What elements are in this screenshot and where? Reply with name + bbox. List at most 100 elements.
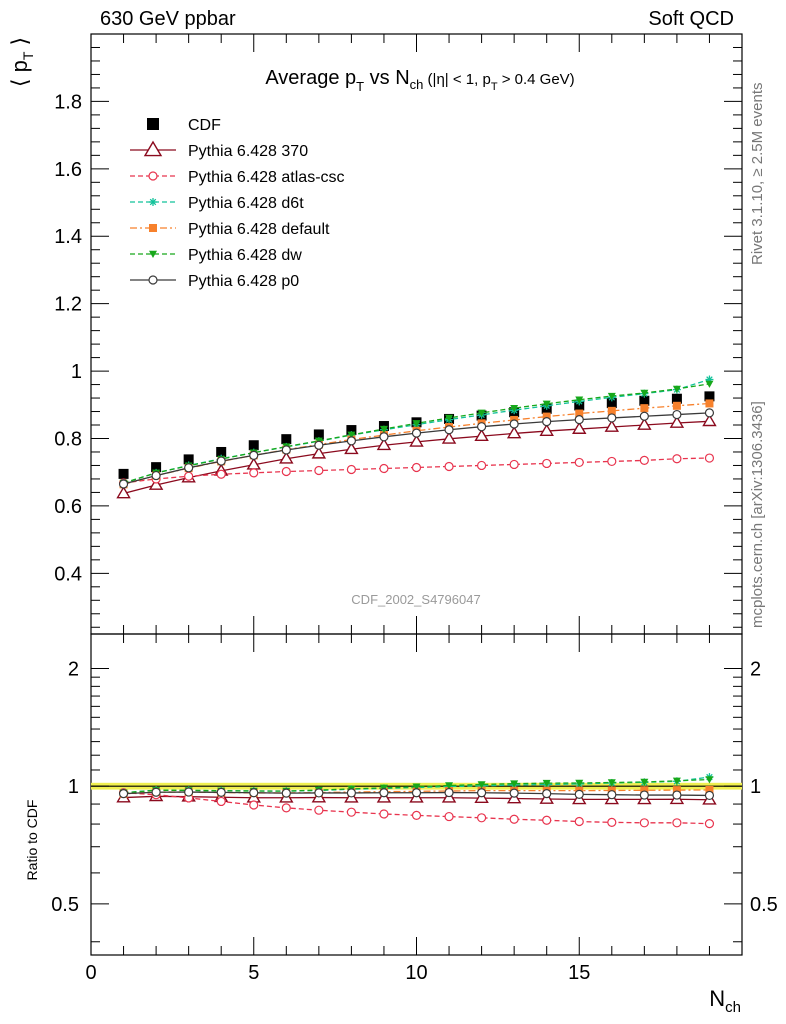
- marker-circle: [184, 463, 194, 473]
- marker-circle: [379, 432, 389, 442]
- marker-triangle: [474, 428, 489, 442]
- marker-circle: [639, 411, 649, 421]
- marker-circle: [314, 788, 324, 798]
- marker-circle: [477, 813, 487, 823]
- main-y-axis-label-part: ⟩: [7, 37, 32, 52]
- marker-circle: [607, 413, 617, 423]
- marker-circle: [346, 788, 356, 798]
- marker-circle: [444, 811, 454, 822]
- marker-circle: [216, 469, 226, 479]
- series-pythia-6-428-p0: [118, 408, 715, 489]
- marker-circle: [672, 818, 682, 828]
- marker-triangle-down: [542, 400, 551, 408]
- marker-circle: [607, 817, 617, 827]
- marker-triangle: [116, 486, 131, 499]
- marker-circle: [346, 436, 356, 446]
- legend-label: Pythia 6.428 370: [188, 143, 308, 160]
- marker-square: [542, 412, 551, 421]
- legend-label: Pythia 6.428 p0: [188, 273, 299, 290]
- marker-circle: [379, 463, 389, 474]
- marker-circle: [249, 800, 259, 810]
- marker-square: [574, 400, 585, 411]
- chart-title-part: T: [356, 79, 364, 94]
- marker-circle: [184, 471, 194, 481]
- marker-circle: [411, 810, 422, 820]
- ratio-y-tick-label-right: 2: [750, 658, 761, 680]
- marker-circle: [444, 461, 454, 472]
- marker-triangle-down: [705, 776, 714, 784]
- marker-circle: [314, 805, 324, 815]
- marker-triangle-down: [510, 404, 519, 413]
- marker-circle: [346, 464, 356, 475]
- marker-square: [248, 440, 259, 451]
- marker-triangle: [702, 413, 717, 427]
- main-y-tick-label: 1.6: [54, 159, 82, 181]
- legend-item: Pythia 6.428 dw: [130, 247, 302, 264]
- marker-triangle: [539, 423, 554, 436]
- marker-triangle-down: [705, 380, 714, 388]
- rivet-version-text: Rivet 3.1.10, ≥ 2.5M events: [749, 83, 766, 266]
- legend-label: Pythia 6.428 default: [188, 221, 330, 238]
- marker-triangle: [506, 426, 522, 439]
- marker-circle: [411, 428, 422, 438]
- marker-square: [607, 406, 616, 415]
- chart-title-part: ch: [410, 77, 424, 92]
- marker-circle: [281, 466, 291, 477]
- marker-circle: [148, 275, 158, 285]
- ratio-y-tick-label-right: 0.5: [750, 894, 778, 916]
- marker-circle: [314, 465, 324, 476]
- marker-square: [640, 786, 649, 795]
- marker-triangle: [376, 437, 392, 451]
- marker-square: [281, 434, 292, 445]
- marker-triangle: [344, 441, 359, 455]
- marker-triangle: [409, 434, 424, 447]
- ratio-y-axis-label: Ratio to CDF: [24, 800, 40, 881]
- marker-square: [639, 395, 650, 406]
- main-y-tick-label: 0.6: [54, 496, 82, 518]
- marker-square: [705, 399, 714, 408]
- marker-circle: [281, 803, 291, 813]
- main-y-tick-label: 0.4: [54, 563, 82, 585]
- marker-circle: [542, 815, 552, 825]
- marker-triangle-down: [477, 781, 486, 789]
- mcplots-reference-text: mcplots.cern.ch [arXiv:1306.3436]: [749, 401, 766, 628]
- marker-triangle-down: [672, 777, 681, 785]
- marker-triangle-down: [412, 783, 421, 791]
- marker-circle: [216, 796, 226, 807]
- marker-circle: [411, 462, 422, 473]
- ratio-y-tick-label: 2: [68, 658, 79, 680]
- marker-circle: [639, 455, 649, 466]
- marker-triangle: [669, 415, 685, 428]
- marker-circle: [509, 459, 519, 470]
- main-series-group: [116, 375, 717, 499]
- marker-square: [704, 391, 715, 402]
- marker-circle: [477, 788, 487, 798]
- marker-triangle-down: [445, 782, 454, 790]
- marker-circle: [509, 419, 519, 429]
- series-pythia-6-428-atlas-csc: [118, 453, 715, 488]
- ratio-y-tick-label: 1: [68, 776, 79, 798]
- marker-circle: [672, 790, 682, 800]
- marker-circle: [509, 814, 519, 824]
- marker-square: [118, 468, 129, 479]
- marker-triangle: [279, 451, 294, 464]
- marker-circle: [477, 422, 487, 432]
- marker-circle: [704, 453, 715, 463]
- marker-triangle: [311, 446, 327, 459]
- marker-square: [671, 393, 682, 404]
- x-tick-label: 0: [85, 962, 96, 984]
- marker-circle: [672, 409, 682, 420]
- legend-item: Pythia 6.428 370: [130, 140, 308, 160]
- marker-triangle-down: [640, 778, 649, 786]
- marker-circle: [542, 458, 552, 469]
- ratio-axes: 0.5 0.5 1 1 2 2 0 5 10 15: [51, 634, 778, 984]
- marker-square: [313, 429, 324, 440]
- marker-triangle-down: [575, 396, 584, 404]
- marker-circle: [216, 787, 226, 797]
- x-axis-label-part: ch: [725, 999, 741, 1016]
- marker-square: [606, 398, 617, 409]
- legend-item: Pythia 6.428 d6t: [130, 195, 304, 212]
- marker-circle: [607, 456, 617, 467]
- legend-label: CDF: [188, 117, 221, 134]
